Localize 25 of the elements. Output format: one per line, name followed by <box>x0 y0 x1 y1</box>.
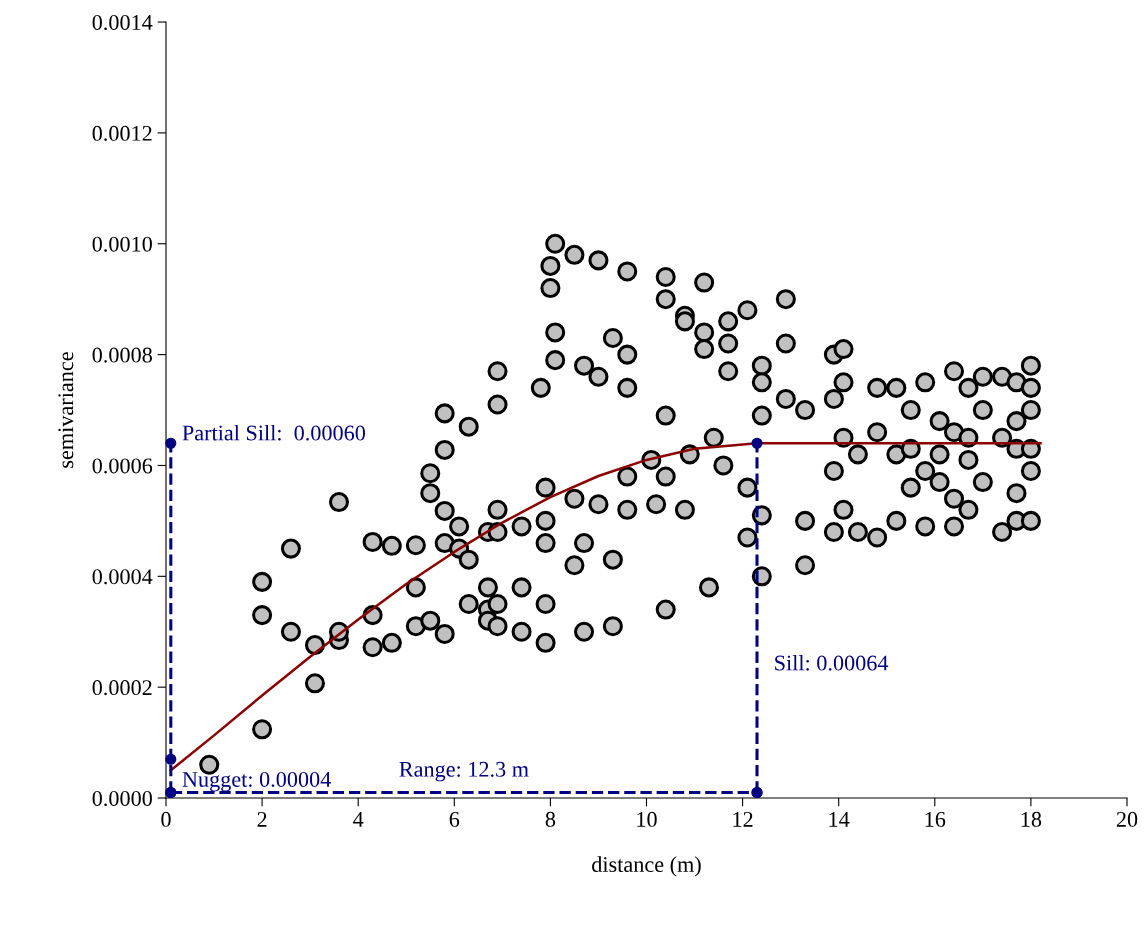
annotation: Nugget: 0.00004 <box>182 771 331 792</box>
x-tick-label: 10 <box>637 811 657 827</box>
x-tick-label: 8 <box>545 811 556 827</box>
y-tick-label: 0.0008 <box>92 347 152 363</box>
x-tick-label: 2 <box>257 811 267 827</box>
y-tick-label: 0.0014 <box>92 14 153 31</box>
x-tick-label: 6 <box>449 811 460 827</box>
y-tick-label: 0.0002 <box>92 680 152 696</box>
annotation: Range: 12.3 m <box>399 761 529 782</box>
x-tick-label: 0 <box>161 811 171 827</box>
y-axis-title: semivariance <box>58 352 74 468</box>
x-tick-label: 16 <box>925 811 946 827</box>
annotation: Partial Sill: 0.00060 <box>182 424 366 441</box>
y-tick-label: 0.0006 <box>92 458 153 474</box>
x-tick-label: 14 <box>829 811 850 827</box>
y-tick-label: 0.0010 <box>92 236 152 252</box>
x-tick-label: 4 <box>353 812 364 827</box>
x-axis-title: distance (m) <box>592 856 701 877</box>
y-tick-label: 0.0000 <box>92 790 152 807</box>
x-tick-label: 12 <box>733 811 753 827</box>
y-tick-label: 0.0004 <box>92 569 153 585</box>
annotation: Sill: 0.00064 <box>775 654 889 671</box>
x-tick-label: 20 <box>1116 811 1138 827</box>
y-tick-label: 0.0012 <box>92 125 152 141</box>
x-tick-label: 18 <box>1021 811 1042 827</box>
